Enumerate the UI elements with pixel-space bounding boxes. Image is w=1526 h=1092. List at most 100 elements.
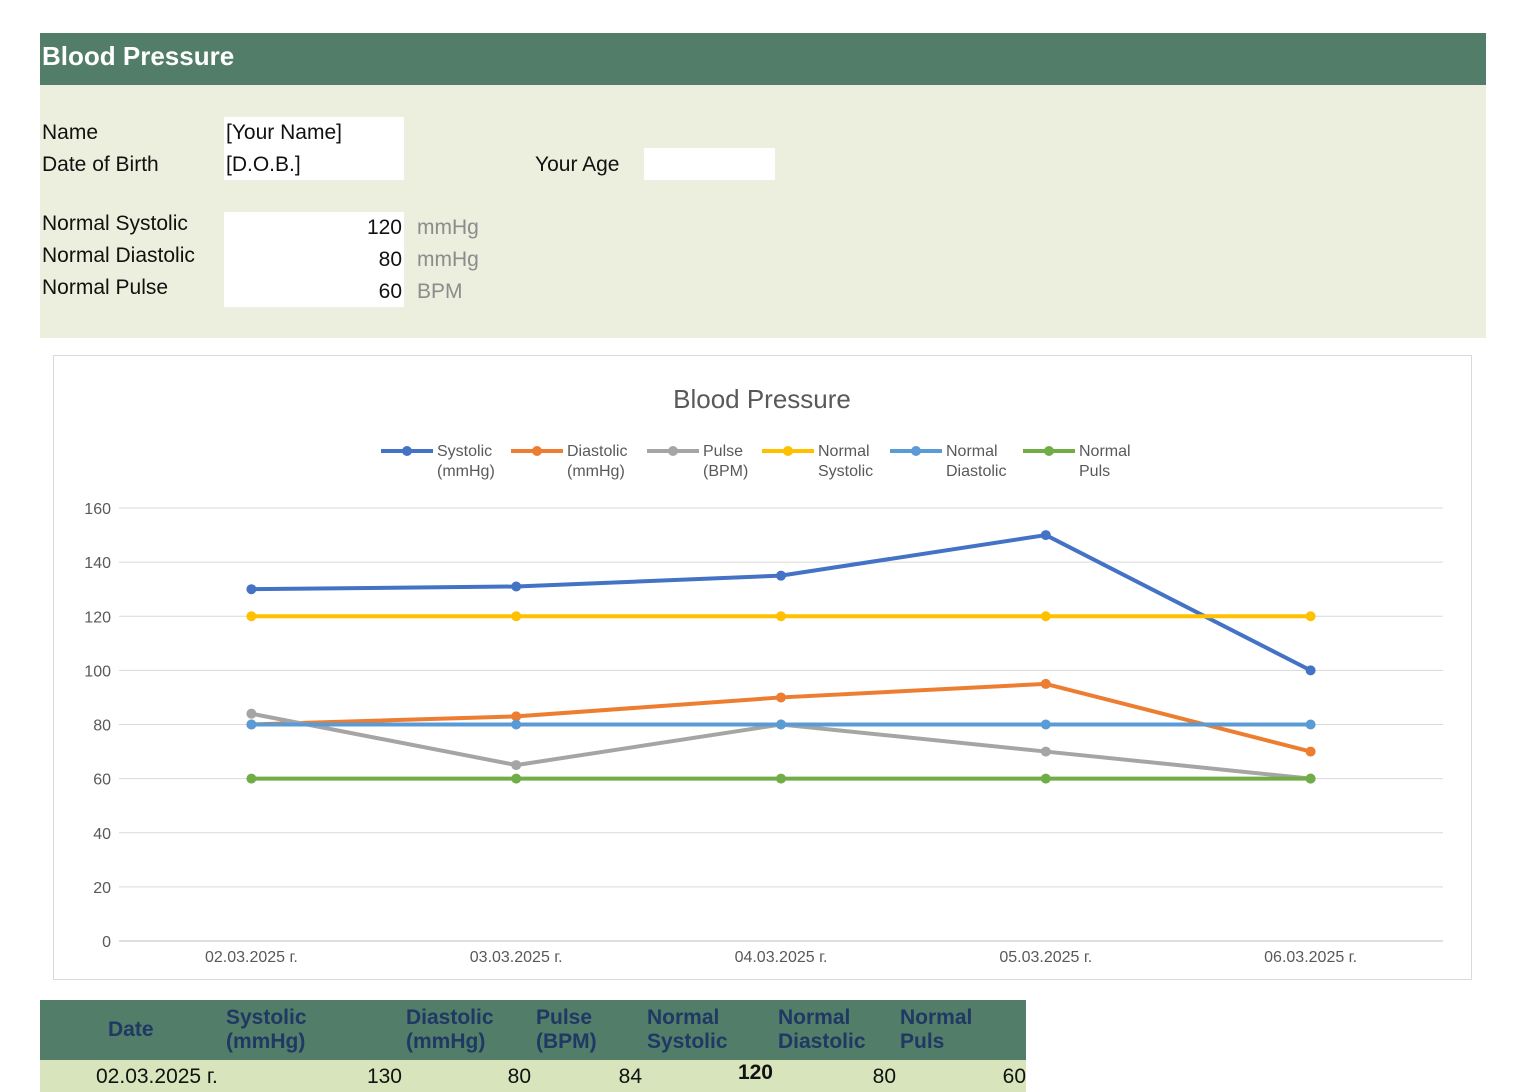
col-header-systolic-line1: Systolic	[226, 1006, 307, 1029]
normal-pulse-field[interactable]: 60	[378, 280, 402, 303]
legend-swatch-marker	[1044, 446, 1054, 456]
col-header-diastolic-line1: Diastolic	[406, 1006, 494, 1029]
data-point	[246, 773, 257, 784]
legend-label-line: Diastolic	[946, 463, 1006, 480]
cell-date[interactable]: 02.03.2025 г.	[96, 1065, 218, 1088]
chart-title: Blood Pressure	[673, 384, 851, 414]
legend-label-line: (mmHg)	[567, 463, 625, 480]
info-panel: Name [Your Name] Date of Birth [D.O.B.] …	[40, 85, 1486, 338]
table-header: Date Systolic (mmHg) Diastolic (mmHg) Pu…	[40, 1000, 1026, 1060]
data-point	[776, 692, 786, 703]
col-header-diastolic-line2: (mmHg)	[406, 1030, 486, 1053]
age-field[interactable]	[644, 148, 775, 180]
data-point	[511, 719, 522, 730]
legend-item: Diastolic (mmHg)	[511, 443, 627, 480]
cell-systolic[interactable]: 130	[366, 1065, 402, 1088]
legend-label: Diastolic (mmHg)	[567, 443, 627, 480]
col-header-normal-pulse: Normal Puls	[900, 1006, 972, 1054]
legend-item: Normal Puls	[1023, 443, 1131, 480]
col-header-diastolic: Diastolic (mmHg)	[406, 1006, 494, 1054]
normal-systolic-field[interactable]: 120	[366, 216, 402, 239]
y-tick-label: 0	[102, 934, 111, 951]
data-point	[511, 711, 522, 722]
data-point	[511, 760, 522, 771]
legend-label: Normal Diastolic	[946, 443, 1006, 480]
data-point	[1040, 746, 1051, 757]
table-row[interactable]: 02.03.2025 г. 130 80 84 120 80 60	[40, 1060, 1026, 1092]
blood-pressure-chart[interactable]: Blood Pressure Systolic (mmHg) Diastolic (m…	[53, 355, 1472, 980]
y-tick-label: 60	[93, 772, 111, 789]
normal-pulse-label: Normal Pulse	[42, 276, 169, 299]
x-tick-label: 02.03.2025 г.	[205, 949, 298, 966]
legend-item: Systolic (mmHg)	[381, 443, 495, 480]
age-label: Your Age	[535, 153, 620, 176]
legend-label: Normal Systolic	[818, 443, 873, 480]
page-title: Blood Pressure	[42, 41, 235, 71]
data-point	[1305, 773, 1316, 784]
series-normal-diastolic	[246, 719, 1316, 730]
dob-field[interactable]: [D.O.B.]	[226, 153, 301, 176]
chart-legend: Systolic (mmHg) Diastolic (mmHg) Pulse (BPM) N…	[381, 443, 1131, 480]
legend-item: Normal Systolic	[762, 443, 873, 480]
normal-systolic-unit: mmHg	[417, 216, 479, 239]
series-systolic-mmhg	[246, 530, 1316, 676]
x-tick-label: 03.03.2025 г.	[470, 949, 563, 966]
legend-label: Pulse (BPM)	[703, 443, 748, 480]
name-label: Name	[42, 121, 99, 144]
y-tick-label: 160	[84, 501, 111, 518]
title-bar: Blood Pressure	[40, 33, 1486, 85]
y-tick-label: 140	[84, 555, 111, 572]
legend-swatch-marker	[532, 446, 542, 456]
legend-label-line: Normal	[946, 443, 998, 460]
data-point	[246, 611, 257, 622]
data-point	[246, 708, 257, 719]
data-point	[1305, 719, 1316, 730]
data-point	[1040, 719, 1051, 730]
series-normal-puls	[246, 773, 1316, 784]
dob-label: Date of Birth	[42, 153, 159, 176]
normal-pulse-unit: BPM	[417, 280, 463, 303]
chart-svg: Blood Pressure Systolic (mmHg) Diastolic (m…	[84, 384, 1443, 966]
data-point	[246, 584, 257, 595]
x-tick-label: 05.03.2025 г.	[999, 949, 1092, 966]
data-point	[1305, 665, 1316, 676]
col-header-normal-systolic-line1: Normal	[647, 1006, 720, 1029]
chart-series	[246, 530, 1316, 784]
legend-item: Normal Diastolic	[890, 443, 1006, 480]
col-header-normal-diastolic-line2: Diastolic	[778, 1030, 866, 1053]
data-point	[1040, 530, 1051, 541]
legend-swatch-marker	[668, 446, 678, 456]
series-normal-systolic	[246, 611, 1316, 622]
col-header-normal-systolic-line2: Systolic	[647, 1030, 728, 1053]
cell-normal-diastolic[interactable]: 80	[872, 1065, 896, 1088]
legend-label-line: Diastolic	[567, 443, 627, 460]
data-point	[1040, 773, 1051, 784]
data-point	[511, 773, 522, 784]
legend-label: Normal Puls	[1079, 443, 1131, 480]
col-header-pulse-line2: (BPM)	[536, 1030, 597, 1053]
col-header-normal-diastolic-line1: Normal	[778, 1006, 851, 1029]
legend-label-line: (BPM)	[703, 463, 748, 480]
x-tick-label: 04.03.2025 г.	[735, 949, 828, 966]
x-tick-label: 06.03.2025 г.	[1264, 949, 1357, 966]
col-header-systolic-line2: (mmHg)	[226, 1030, 306, 1053]
data-point	[776, 719, 786, 730]
cell-diastolic[interactable]: 80	[507, 1065, 531, 1088]
y-tick-label: 80	[93, 718, 111, 735]
col-header-normal-diastolic: Normal Diastolic	[778, 1006, 866, 1054]
y-tick-label: 100	[84, 663, 111, 680]
data-point	[1305, 746, 1316, 757]
col-header-systolic: Systolic (mmHg)	[226, 1006, 307, 1054]
normal-diastolic-field[interactable]: 80	[378, 248, 402, 271]
cell-normal-pulse[interactable]: 60	[1002, 1065, 1026, 1088]
cell-pulse[interactable]: 84	[618, 1065, 642, 1088]
cell-normal-systolic[interactable]: 120	[737, 1061, 773, 1084]
legend-label-line: Normal	[818, 443, 870, 460]
col-header-pulse-line1: Pulse	[536, 1006, 593, 1029]
normal-systolic-label: Normal Systolic	[42, 212, 188, 235]
name-field[interactable]: [Your Name]	[226, 121, 342, 144]
y-tick-label: 120	[84, 609, 111, 626]
legend-swatch-marker	[783, 446, 793, 456]
data-point	[511, 581, 522, 592]
col-header-date: Date	[108, 1018, 154, 1041]
